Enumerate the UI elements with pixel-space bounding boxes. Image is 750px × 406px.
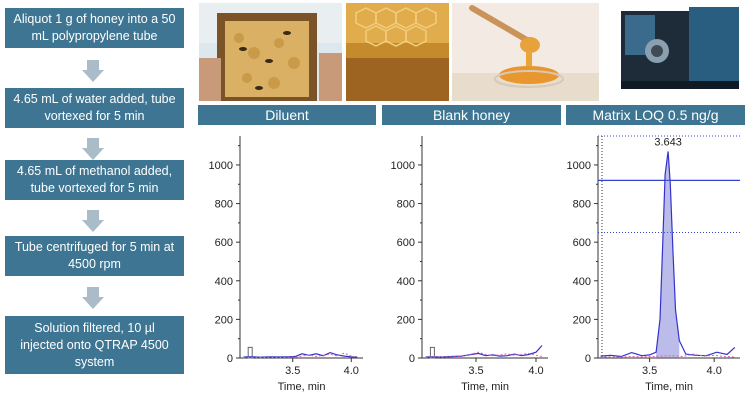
x-tick-label: 3.5 bbox=[642, 365, 657, 377]
series-line-qualifier bbox=[600, 353, 735, 358]
x-axis-label: Time, min bbox=[278, 381, 326, 393]
y-tick-label: 1000 bbox=[391, 160, 415, 172]
chromatogram-matrix: 0 200 400 600 800 1000 3.5 4.0 Time, min 3.643 bbox=[562, 128, 746, 398]
y-tick-label: 600 bbox=[215, 237, 233, 249]
workflow-step-2: 4.65 mL of water added, tube vortexed fo… bbox=[5, 88, 184, 128]
series-line-qualifier bbox=[425, 351, 543, 358]
workflow-step-5: Solution filtered, 10 µl injected onto Q… bbox=[5, 316, 184, 374]
x-tick-label: 4.0 bbox=[528, 365, 543, 377]
y-tick-label: 1000 bbox=[209, 160, 233, 172]
panel-header-diluent: Diluent bbox=[198, 105, 376, 125]
panel-header-matrix: Matrix LOQ 0.5 ng/g bbox=[566, 105, 745, 125]
y-tick-label: 0 bbox=[227, 353, 233, 365]
y-tick-label: 1000 bbox=[567, 160, 591, 172]
down-arrow-icon bbox=[82, 210, 104, 232]
panel-header-blank: Blank honey bbox=[382, 105, 561, 125]
honeycomb-photo bbox=[346, 3, 449, 101]
baseline-marker bbox=[247, 346, 253, 359]
down-arrow-icon bbox=[82, 60, 104, 82]
y-tick-label: 600 bbox=[573, 237, 591, 249]
series-line-qualifier bbox=[243, 352, 358, 359]
y-tick-label: 800 bbox=[573, 199, 591, 211]
y-tick-label: 800 bbox=[215, 199, 233, 211]
y-tick-label: 400 bbox=[397, 276, 415, 288]
workflow-step-3: 4.65 mL of methanol added, tube vortexed… bbox=[5, 160, 184, 200]
y-tick-label: 200 bbox=[215, 314, 233, 326]
x-axis-label: Time, min bbox=[461, 381, 509, 393]
peak-label: 3.643 bbox=[654, 136, 682, 148]
series-line-quantifier bbox=[600, 151, 736, 358]
honey-dipper-photo bbox=[452, 3, 599, 101]
chromatogram-blank: 0 200 400 600 800 1000 3.5 4.0 Time, min bbox=[380, 128, 560, 398]
x-tick-label: 3.5 bbox=[285, 365, 300, 377]
x-tick-label: 4.0 bbox=[707, 365, 722, 377]
qtrap-instrument-photo bbox=[617, 3, 745, 101]
down-arrow-icon bbox=[82, 138, 104, 160]
y-tick-label: 400 bbox=[215, 276, 233, 288]
y-tick-label: 200 bbox=[573, 314, 591, 326]
baseline-marker bbox=[429, 346, 435, 359]
beehive-frame-photo bbox=[199, 3, 342, 101]
y-tick-label: 400 bbox=[573, 276, 591, 288]
y-tick-label: 0 bbox=[585, 353, 591, 365]
down-arrow-icon bbox=[82, 287, 104, 309]
y-tick-label: 0 bbox=[409, 353, 415, 365]
x-axis-label: Time, min bbox=[645, 381, 693, 393]
chromatogram-diluent: 0 200 400 600 800 1000 3.5 4.0 Time, min bbox=[198, 128, 378, 398]
peak-area bbox=[656, 151, 680, 358]
series-line-quantifier bbox=[425, 345, 543, 358]
y-tick-label: 800 bbox=[397, 199, 415, 211]
workflow-step-4: Tube centrifuged for 5 min at 4500 rpm bbox=[5, 236, 184, 276]
workflow-step-1: Aliquot 1 g of honey into a 50 mL polypr… bbox=[5, 8, 184, 48]
y-tick-label: 600 bbox=[397, 237, 415, 249]
x-tick-label: 3.5 bbox=[468, 365, 483, 377]
y-tick-label: 200 bbox=[397, 314, 415, 326]
x-tick-label: 4.0 bbox=[344, 365, 359, 377]
